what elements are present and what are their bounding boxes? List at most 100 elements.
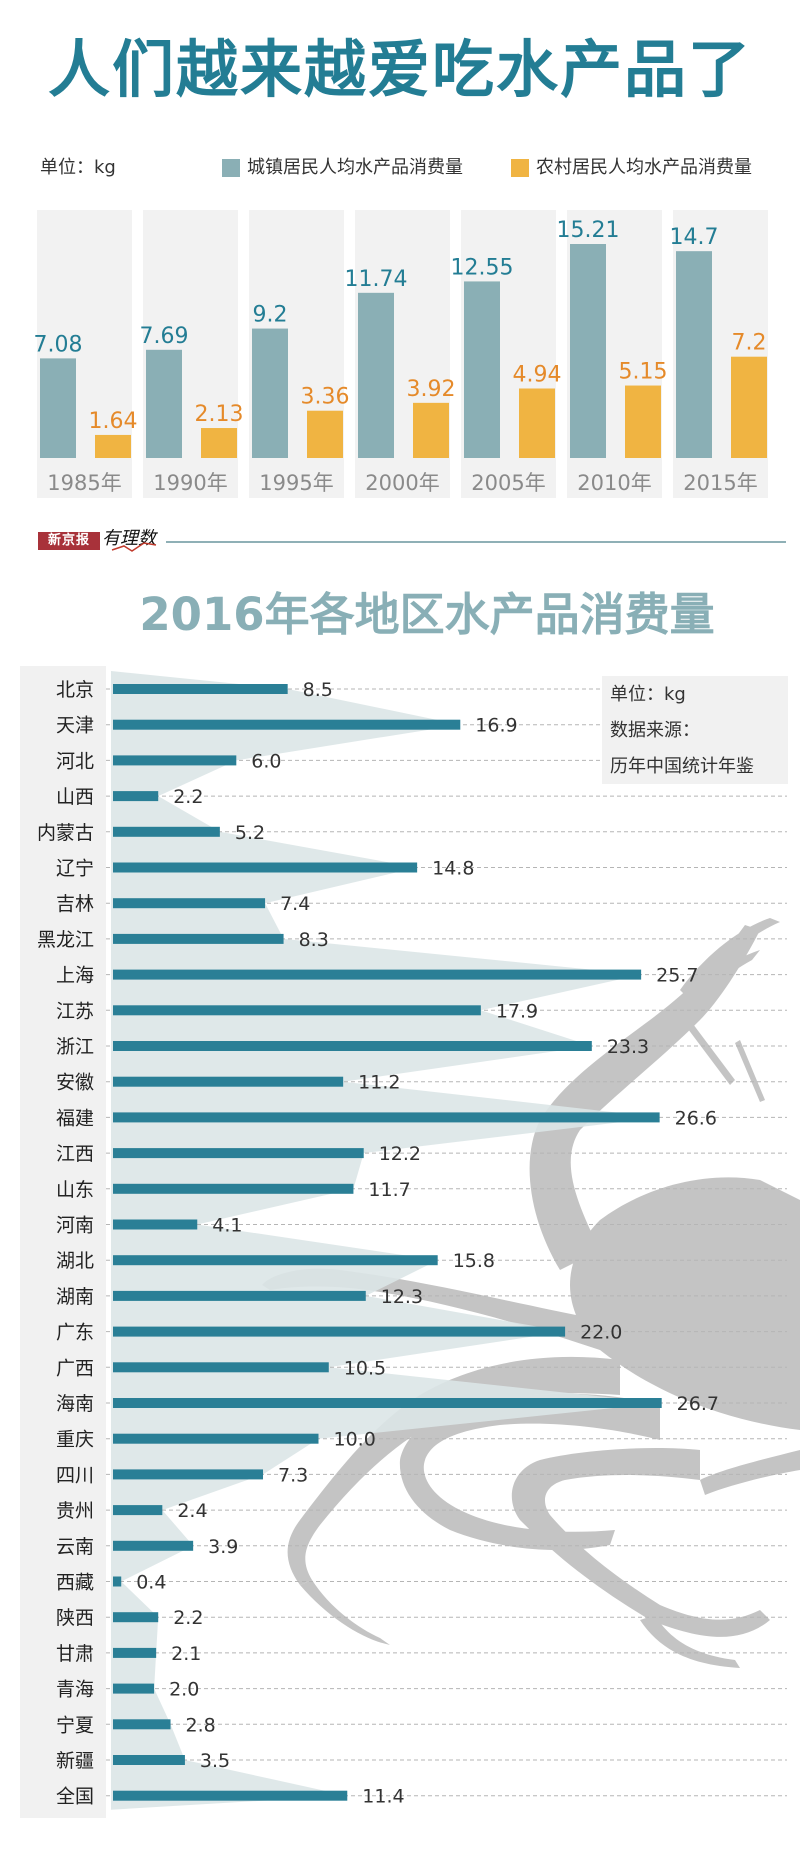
region-consumption-chart: 8.5 北京 16.9 天津 6.0 河北 2.2 山西 5.2 内蒙古 14.8 辽宁 7.4 吉林 8.… [37, 671, 800, 1810]
region-value-label: 11.4 [362, 1786, 404, 1808]
region-bar [113, 1612, 159, 1623]
yearly-consumption-chart: 7.08 1.64 1985年 7.69 2.13 1990年 9.2 3.36 1995年 11… [34, 210, 768, 498]
region-name-label: 江西 [56, 1143, 94, 1165]
info-unit: 单位：kg [610, 684, 686, 705]
rural-value-label: 7.2 [732, 331, 767, 356]
region-value-label: 12.3 [381, 1286, 423, 1308]
region-bar [113, 1362, 329, 1373]
region-name-label: 山西 [56, 786, 94, 808]
region-value-label: 11.2 [358, 1072, 400, 1094]
region-value-label: 16.9 [475, 715, 517, 737]
region-value-label: 3.5 [200, 1750, 230, 1772]
region-name-label: 河南 [56, 1215, 94, 1237]
region-bar [113, 1112, 660, 1123]
rural-bar [625, 385, 661, 458]
region-name-label: 宁夏 [56, 1714, 94, 1736]
region-bar [113, 791, 159, 802]
region-name-label: 福建 [56, 1107, 94, 1129]
region-value-label: 4.1 [212, 1215, 242, 1237]
region-bar [113, 1576, 122, 1587]
region-name-label: 广西 [56, 1357, 94, 1379]
section-divider [166, 541, 786, 543]
rural-bar [201, 428, 237, 458]
urban-value-label: 7.69 [140, 324, 189, 349]
region-value-label: 8.5 [303, 679, 333, 701]
region-name-label: 四川 [56, 1464, 94, 1486]
region-value-label: 22.0 [580, 1322, 622, 1344]
year-tick-label: 2005年 [471, 471, 545, 495]
rural-value-label: 1.64 [89, 409, 138, 434]
urban-bar [358, 292, 394, 458]
region-name-label: 湖南 [56, 1286, 94, 1308]
region-name-label: 重庆 [56, 1429, 94, 1451]
rural-value-label: 5.15 [619, 360, 668, 385]
region-bar [113, 684, 288, 694]
region-value-label: 0.4 [136, 1572, 166, 1594]
region-value-label: 6.0 [251, 750, 281, 772]
urban-value-label: 7.08 [34, 332, 83, 357]
urban-bar [146, 349, 182, 458]
region-name-label: 内蒙古 [37, 822, 94, 844]
region-bar [113, 1041, 592, 1051]
urban-bar [40, 358, 76, 458]
region-bar [113, 1505, 163, 1516]
year-tick-label: 2000年 [365, 471, 439, 495]
year-tick-label: 2015年 [683, 471, 757, 495]
region-bar [113, 1076, 344, 1087]
region-name-label: 黑龙江 [37, 929, 94, 951]
section-title: 2016年各地区水产品消费量 [139, 588, 715, 641]
region-bar [113, 755, 237, 766]
region-value-label: 5.2 [235, 822, 265, 844]
urban-value-label: 15.21 [557, 218, 620, 243]
region-bar [113, 1005, 481, 1016]
logo-trend-line-icon [111, 542, 157, 552]
info-box [602, 676, 788, 784]
region-value-label: 12.2 [379, 1143, 421, 1165]
legend-label-rural: 农村居民人均水产品消费量 [536, 157, 752, 178]
region-value-label: 2.8 [186, 1714, 216, 1736]
region-bar [113, 969, 642, 980]
main-title: 人们越来越爱吃水产品了 [47, 33, 752, 106]
rural-bar [413, 402, 449, 458]
region-bar [113, 1255, 438, 1266]
legend-swatch-rural [511, 159, 529, 177]
region-value-label: 10.0 [334, 1429, 376, 1451]
region-bar [113, 1326, 566, 1337]
urban-value-label: 9.2 [253, 303, 288, 328]
year-tick-label: 2010年 [577, 471, 651, 495]
region-value-label: 15.8 [453, 1250, 495, 1272]
legend-swatch-urban [222, 159, 240, 177]
rural-value-label: 4.94 [513, 362, 562, 387]
urban-bar [676, 251, 712, 458]
region-name-label: 湖北 [56, 1250, 94, 1272]
urban-bar [252, 328, 288, 458]
region-bar [113, 933, 284, 944]
region-value-label: 7.3 [278, 1464, 308, 1486]
region-name-label: 云南 [56, 1536, 94, 1558]
region-value-label: 10.5 [344, 1357, 386, 1379]
region-name-label: 辽宁 [56, 858, 94, 880]
region-name-label: 江苏 [56, 1000, 94, 1022]
region-name-label: 全国 [56, 1786, 94, 1808]
rural-bar [519, 388, 555, 458]
region-name-label: 浙江 [56, 1036, 94, 1058]
region-bar [113, 1290, 366, 1301]
year-tick-label: 1995年 [259, 471, 333, 495]
urban-bar [570, 243, 606, 458]
region-bar [113, 1183, 354, 1194]
year-tick-label: 1985年 [47, 471, 121, 495]
region-bar [113, 1790, 348, 1801]
unit-label: 单位：kg [40, 157, 116, 178]
region-name-label: 贵州 [56, 1500, 94, 1522]
region-name-label: 吉林 [56, 893, 94, 915]
rural-value-label: 2.13 [195, 402, 244, 427]
rural-bar [95, 434, 131, 458]
region-bar [113, 898, 266, 909]
region-bar [113, 719, 461, 730]
region-name-label: 北京 [56, 679, 94, 701]
urban-bar [464, 281, 500, 458]
region-bar [113, 1469, 264, 1480]
region-value-label: 17.9 [496, 1000, 538, 1022]
urban-value-label: 12.55 [451, 255, 514, 280]
region-name-label: 河北 [56, 750, 94, 772]
